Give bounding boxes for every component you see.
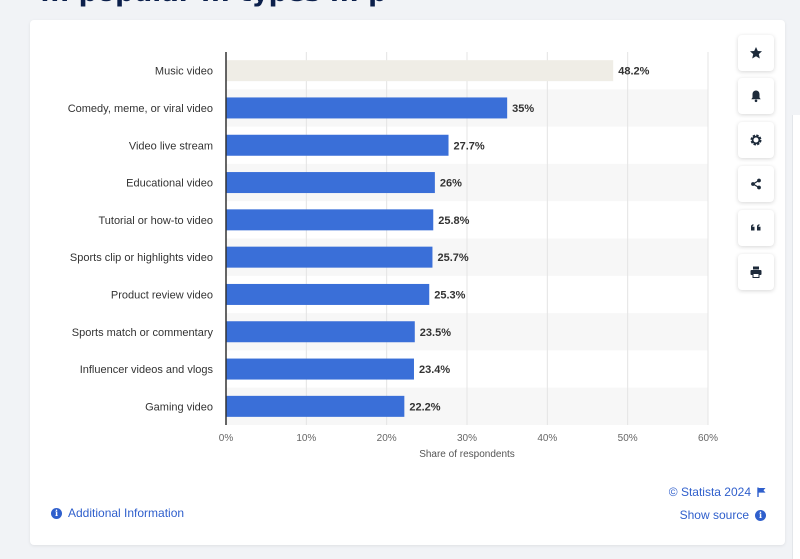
notification-button[interactable] [738,78,774,114]
credit-text: © Statista 2024 [668,485,751,499]
bar [226,209,434,231]
category-label: Sports clip or highlights video [70,252,213,264]
info-icon: i [755,509,766,521]
value-label: 26% [440,178,462,190]
show-source-label: Show source [679,508,749,522]
x-tick-label: 40% [537,433,557,444]
bar [226,134,449,156]
x-tick-label: 30% [457,433,477,444]
settings-button[interactable] [738,122,774,158]
additional-information-label: Additional Information [68,506,185,520]
category-label: Influencer videos and vlogs [80,364,214,376]
value-label: 35% [512,103,534,115]
category-label: Music video [155,66,213,78]
category-label: Video live stream [129,140,213,152]
page-title-fragment: ... popular ... types ... p [40,0,800,18]
cite-button[interactable] [738,210,774,246]
bar [226,60,614,82]
category-label: Gaming video [145,401,213,413]
share-button[interactable] [738,166,774,202]
favorite-button[interactable] [738,35,774,71]
category-label: Product review video [111,289,213,301]
category-label: Tutorial or how-to video [98,215,213,227]
bar [226,321,415,343]
x-axis-title: Share of respondents [419,449,515,460]
flag-icon [757,487,766,497]
bell-icon [751,90,761,103]
value-label: 27.7% [454,140,485,152]
value-label: 23.4% [419,364,450,376]
bar [226,358,414,380]
x-tick-label: 20% [377,433,397,444]
info-icon: i [51,507,62,519]
value-label: 23.5% [420,327,451,339]
gear-icon [750,134,762,146]
quote-icon [751,224,761,231]
value-label: 48.2% [618,66,649,78]
bar-chart: 48.2% Music video 35% Comedy, meme, or vira… [68,52,718,460]
category-label: Educational video [126,178,213,190]
page-edge-panel [792,115,800,559]
bar [226,283,430,305]
category-label: Comedy, meme, or viral video [68,103,213,115]
print-button[interactable] [738,254,774,290]
star-icon [750,47,762,59]
value-label: 25.7% [437,252,468,264]
statista-credit[interactable]: © Statista 2024 [669,485,766,499]
bar [226,246,433,268]
printer-icon [750,266,762,278]
bar [226,172,435,194]
show-source-link[interactable]: Show source i [680,508,766,522]
category-label: Sports match or commentary [72,327,214,339]
bar [226,395,405,417]
additional-information-link[interactable]: i Additional Information [51,506,184,520]
value-label: 25.3% [434,289,465,301]
share-icon [751,178,761,190]
x-tick-label: 10% [296,433,316,444]
value-label: 25.8% [438,215,469,227]
x-tick-label: 50% [618,433,638,444]
value-label: 22.2% [409,401,440,413]
x-tick-label: 0% [219,433,234,444]
x-tick-label: 60% [698,433,718,444]
bar [226,97,508,119]
